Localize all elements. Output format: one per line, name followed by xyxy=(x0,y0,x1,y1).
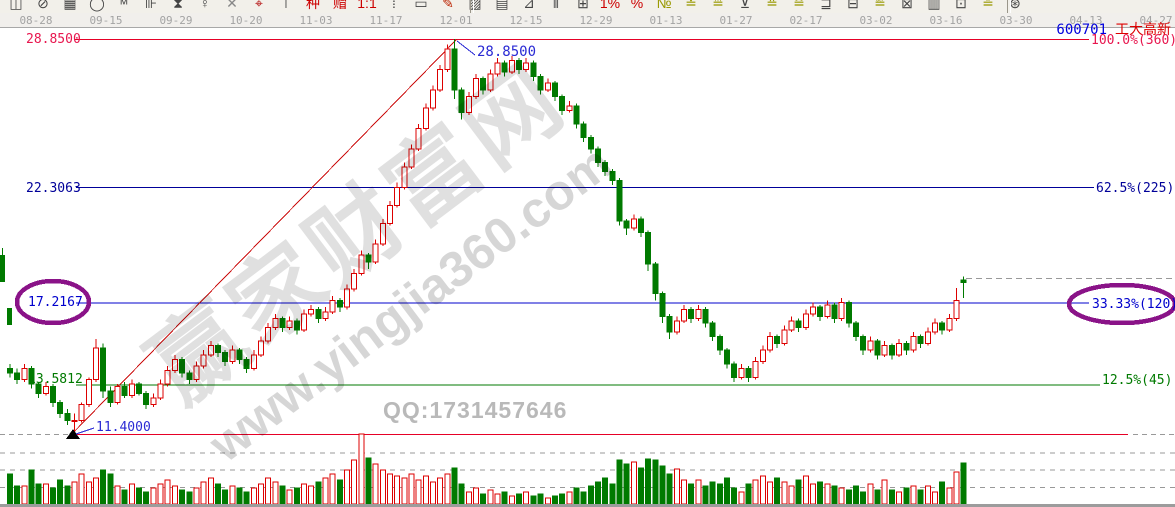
date-tick-10-20: 10-20 xyxy=(229,14,263,27)
toolbar-icon-16[interactable]: ▭ xyxy=(414,0,428,11)
date-tick-12-15: 12-15 xyxy=(509,14,543,27)
date-tick-01-13: 01-13 xyxy=(649,14,683,27)
toolbar-icon-23[interactable]: 1% xyxy=(599,0,621,11)
toolbar-icon-18[interactable]: ▨ xyxy=(468,0,482,11)
watermark-qq: QQ:1731457646 xyxy=(383,397,568,423)
peak-price-callout: 28.8500 xyxy=(477,44,537,60)
date-tick-08-28: 08-28 xyxy=(19,14,53,27)
stock-label: 600701 工大高新 xyxy=(1056,23,1171,37)
toolbar-icon-20[interactable]: ⊿ xyxy=(523,0,535,11)
toolbar-icon-33[interactable]: ≝ xyxy=(874,0,886,11)
date-tick-11-03: 11-03 xyxy=(299,14,333,27)
toolbar-icon-32[interactable]: ⊟ xyxy=(847,0,859,11)
date-tick-11-17: 11-17 xyxy=(369,14,403,27)
toolbar-icon-10[interactable]: ⌖ xyxy=(255,0,263,11)
toolbar-icon-27[interactable]: ≞ xyxy=(712,0,724,11)
low-triangle-marker xyxy=(66,429,80,439)
toolbar-icon-19[interactable]: ▤ xyxy=(495,0,509,11)
toolbar-icon-28[interactable]: ⊻ xyxy=(739,0,751,11)
date-tick-01-27: 01-27 xyxy=(719,14,753,27)
toolbar-icon-21[interactable]: ⫴ xyxy=(553,0,559,11)
toolbar-icon-12[interactable]: 种 xyxy=(306,0,320,11)
date-tick-09-15: 09-15 xyxy=(89,14,123,27)
toolbar-icon-34[interactable]: ⊠ xyxy=(901,0,913,11)
toolbar-icon-31[interactable]: ⊒ xyxy=(820,0,832,11)
date-tick-12-29: 12-29 xyxy=(579,14,613,27)
toolbar-icon-1[interactable]: ◫ xyxy=(9,0,23,11)
toolbar[interactable]: ◫ ⊘ ▦ ◯ ᴹ ⊪ ⧗ ♀ ✕ ⌖ ⊤ 种 赗 1:1 ⁞ ▭ ✎ ▨ ▤ ⊿ ⫴ ⊞ 1%% № ≚ ≞ ⊻ ≙ ≘ ⊒ ⊟ ≝ ⊠ ▥ ⊡ ≛… xyxy=(0,0,1175,14)
date-tick-09-29: 09-29 xyxy=(159,14,193,27)
price-label-17.2167: 17.2167 xyxy=(28,295,83,310)
toolbar-icon-14[interactable]: 1:1 xyxy=(357,0,377,11)
highlight-ellipse-2 xyxy=(1066,282,1175,326)
pct-label-12.5: 12.5%(45) xyxy=(1102,373,1173,388)
toolbar-icon-5[interactable]: ᴹ xyxy=(120,0,128,11)
toolbar-icon-36[interactable]: ⊡ xyxy=(955,0,967,11)
toolbar-icon-35[interactable]: ▥ xyxy=(927,0,941,11)
price-label-28.8500: 28.8500 xyxy=(26,32,81,47)
toolbar-icon-38[interactable]: ⊛ xyxy=(1009,0,1021,11)
stock-name: 工大高新 xyxy=(1115,22,1171,38)
price-label-22.3063: 22.3063 xyxy=(26,181,81,196)
pct-label-33.33: 33.33%(120) xyxy=(1092,297,1175,312)
toolbar-icon-30[interactable]: ≘ xyxy=(793,0,805,11)
date-tick-04-27: 04-27 xyxy=(1139,14,1173,27)
toolbar-icon-17[interactable]: ✎ xyxy=(442,0,454,11)
pct-label-100: 100.0%(360) xyxy=(1091,33,1175,48)
toolbar-icon-37[interactable]: ≛ xyxy=(982,0,994,11)
pct-label-62.5: 62.5%(225) xyxy=(1096,181,1175,196)
low-price-callout: 11.4000 xyxy=(96,420,151,435)
toolbar-icon-24[interactable]: % xyxy=(630,0,644,11)
date-tick-04-13: 04-13 xyxy=(1069,14,1103,27)
toolbar-icon-7[interactable]: ⧗ xyxy=(173,0,183,11)
date-tick-12-01: 12-01 xyxy=(439,14,473,27)
trend-line xyxy=(72,38,458,434)
price-label-13.5812: 13.5812 xyxy=(28,372,83,387)
toolbar-separator xyxy=(1007,0,1011,13)
toolbar-icon-3[interactable]: ▦ xyxy=(63,0,77,11)
toolbar-icon-15[interactable]: ⁞ xyxy=(392,0,396,11)
toolbar-icon-13[interactable]: 赗 xyxy=(333,0,347,11)
date-axis: 08-28 09-15 09-29 10-20 11-03 11-17 12-01 12-15… xyxy=(0,13,1175,28)
stock-code: 600701 xyxy=(1056,22,1107,38)
toolbar-separator xyxy=(470,0,474,13)
toolbar-icon-6[interactable]: ⊪ xyxy=(144,0,158,11)
toolbar-icon-25[interactable]: № xyxy=(656,0,672,11)
toolbar-icon-2[interactable]: ⊘ xyxy=(37,0,49,11)
toolbar-icon-8[interactable]: ♀ xyxy=(199,0,211,11)
date-tick-03-30: 03-30 xyxy=(999,14,1033,27)
toolbar-icon-26[interactable]: ≚ xyxy=(685,0,697,11)
toolbar-icon-11[interactable]: ⊤ xyxy=(279,0,293,11)
date-tick-03-02: 03-02 xyxy=(859,14,893,27)
toolbar-icon-9[interactable]: ✕ xyxy=(226,0,238,11)
toolbar-icon-4[interactable]: ◯ xyxy=(89,0,105,11)
date-tick-02-17: 02-17 xyxy=(789,14,823,27)
toolbar-icon-22[interactable]: ⊞ xyxy=(577,0,589,11)
toolbar-icon-29[interactable]: ≙ xyxy=(766,0,778,11)
date-tick-03-16: 03-16 xyxy=(929,14,963,27)
highlight-ellipse-1 xyxy=(14,278,92,326)
